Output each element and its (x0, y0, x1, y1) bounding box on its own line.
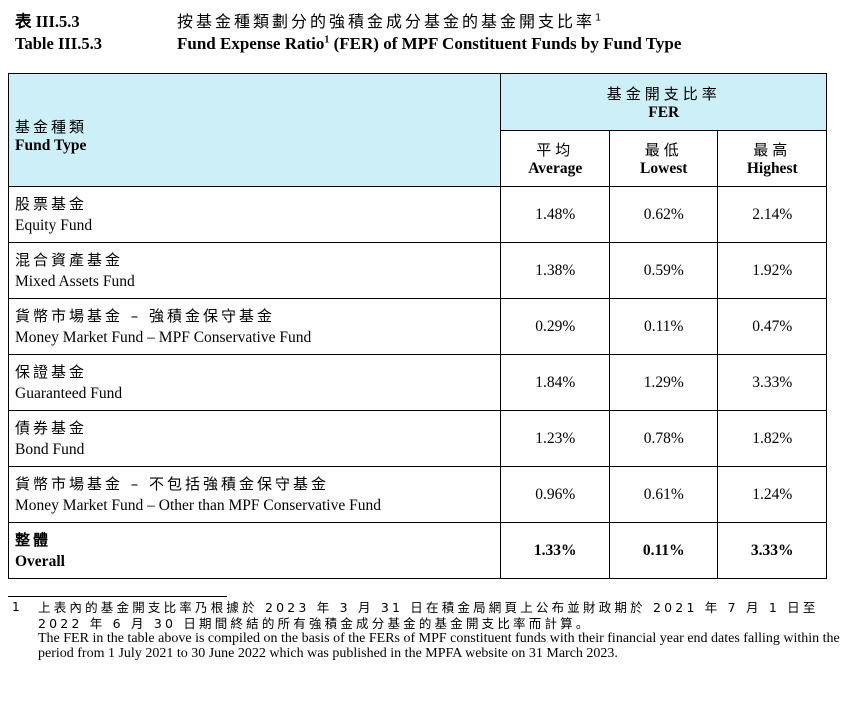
table-row: 債券基金 Bond Fund 1.23% 0.78% 1.82% (7, 410, 827, 467)
highest-cell: 3.33% (717, 354, 827, 411)
fund-type-cell: 混合資產基金 Mixed Assets Fund (7, 242, 502, 299)
average-cell: 1.48% (500, 186, 610, 243)
header-highest-en: Highest (746, 160, 798, 177)
table-number-zh: 表 III.5.3 (15, 12, 80, 31)
header-fund-type: 基金種類 Fund Type (7, 73, 502, 187)
header-fer: 基金開支比率 FER (500, 73, 827, 131)
table-row: 保證基金 Guaranteed Fund 1.84% 1.29% 3.33% (7, 354, 827, 411)
fund-type-en: Guaranteed Fund (15, 384, 123, 402)
average-cell: 0.29% (500, 298, 610, 355)
overall-en: Overall (15, 552, 65, 570)
overall-cell: 整體 Overall (7, 522, 502, 579)
overall-lowest-cell: 0.11% (608, 522, 719, 579)
header-fer-zh: 基金開支比率 (606, 84, 721, 103)
table-title-en: Fund Expense Ratio1 (FER) of MPF Constit… (177, 34, 681, 54)
footnote-number: 1 (12, 600, 20, 614)
average-cell: 1.23% (500, 410, 610, 467)
lowest-cell: 1.29% (608, 354, 719, 411)
lowest-cell: 0.78% (608, 410, 719, 467)
header-highest: 最高 Highest (717, 130, 827, 187)
fund-type-en: Money Market Fund – MPF Conservative Fun… (15, 328, 312, 346)
fer-table: 基金種類 Fund Type 基金開支比率 FER 平均 Average 最低 … (7, 73, 827, 579)
average-cell: 1.38% (500, 242, 610, 299)
average-cell: 1.84% (500, 354, 610, 411)
title-block: 表 III.5.3 按基金種類劃分的強積金成分基金的基金開支比率1 Table … (15, 8, 835, 60)
title-footnote-marker-en: 1 (324, 34, 330, 46)
footnote-divider (8, 596, 227, 597)
table-title-zh: 按基金種類劃分的強積金成分基金的基金開支比率1 (177, 8, 604, 32)
header-lowest-en: Lowest (640, 160, 688, 177)
fund-type-zh: 貨幣市場基金 – 強積金保守基金 (15, 306, 276, 325)
fund-type-cell: 保證基金 Guaranteed Fund (7, 354, 502, 411)
table-row-overall: 整體 Overall 1.33% 0.11% 3.33% (7, 522, 827, 579)
header-average-zh: 平均 (536, 141, 575, 159)
title-row-zh: 表 III.5.3 按基金種類劃分的強積金成分基金的基金開支比率1 (15, 8, 835, 34)
header-fund-type-zh: 基金種類 (15, 117, 88, 136)
highest-cell: 2.14% (717, 186, 827, 243)
fund-type-en: Equity Fund (15, 216, 93, 234)
table-row: 股票基金 Equity Fund 1.48% 0.62% 2.14% (7, 186, 827, 243)
fund-type-en: Money Market Fund – Other than MPF Conse… (15, 496, 381, 514)
title-footnote-marker-zh: 1 (595, 12, 605, 24)
header-lowest-zh: 最低 (644, 141, 683, 159)
header-average: 平均 Average (500, 130, 610, 187)
footnote-zh: 上表內的基金開支比率乃根據於 2023 年 3 月 31 日在積金局網頁上公布並… (38, 600, 819, 631)
table-number-en: Table III.5.3 (15, 34, 102, 53)
header-lowest: 最低 Lowest (608, 130, 719, 187)
fund-type-en: Mixed Assets Fund (15, 272, 135, 290)
fund-type-cell: 貨幣市場基金 – 強積金保守基金 Money Market Fund – MPF… (7, 298, 502, 355)
fund-type-cell: 貨幣市場基金 – 不包括強積金保守基金 Money Market Fund – … (7, 466, 502, 523)
fund-type-zh: 債券基金 (15, 418, 88, 437)
highest-cell: 0.47% (717, 298, 827, 355)
fund-type-zh: 股票基金 (15, 194, 88, 213)
table-row: 貨幣市場基金 – 強積金保守基金 Money Market Fund – MPF… (7, 298, 827, 355)
overall-highest-cell: 3.33% (717, 522, 827, 579)
fund-type-cell: 債券基金 Bond Fund (7, 410, 502, 467)
table-title-en-text: Fund Expense Ratio (177, 34, 325, 53)
fund-type-zh: 保證基金 (15, 362, 88, 381)
header-fund-type-en: Fund Type (15, 136, 87, 154)
average-cell: 0.96% (500, 466, 610, 523)
highest-cell: 1.92% (717, 242, 827, 299)
header-fer-en: FER (648, 103, 680, 121)
title-row-en: Table III.5.3 Fund Expense Ratio1 (FER) … (15, 34, 835, 60)
header-average-en: Average (528, 160, 583, 177)
lowest-cell: 0.59% (608, 242, 719, 299)
fund-type-cell: 股票基金 Equity Fund (7, 186, 502, 243)
fund-type-zh: 混合資產基金 (15, 250, 124, 269)
table-row: 混合資產基金 Mixed Assets Fund 1.38% 0.59% 1.9… (7, 242, 827, 299)
lowest-cell: 0.11% (608, 298, 719, 355)
lowest-cell: 0.61% (608, 466, 719, 523)
table-title-en-rest: (FER) of MPF Constituent Funds by Fund T… (329, 34, 682, 53)
footnote-en: The FER in the table above is compiled o… (38, 631, 840, 661)
overall-average-cell: 1.33% (500, 522, 610, 579)
fund-type-zh: 貨幣市場基金 – 不包括強積金保守基金 (15, 474, 330, 493)
header-highest-zh: 最高 (753, 141, 792, 159)
table-row: 貨幣市場基金 – 不包括強積金保守基金 Money Market Fund – … (7, 466, 827, 523)
highest-cell: 1.82% (717, 410, 827, 467)
table-title-zh-text: 按基金種類劃分的強積金成分基金的基金開支比率 (177, 12, 596, 31)
fund-type-en: Bond Fund (15, 440, 85, 458)
footnote: 1 上表內的基金開支比率乃根據於 2023 年 3 月 31 日在積金局網頁上公… (12, 600, 840, 661)
overall-zh: 整體 (15, 530, 52, 549)
lowest-cell: 0.62% (608, 186, 719, 243)
highest-cell: 1.24% (717, 466, 827, 523)
